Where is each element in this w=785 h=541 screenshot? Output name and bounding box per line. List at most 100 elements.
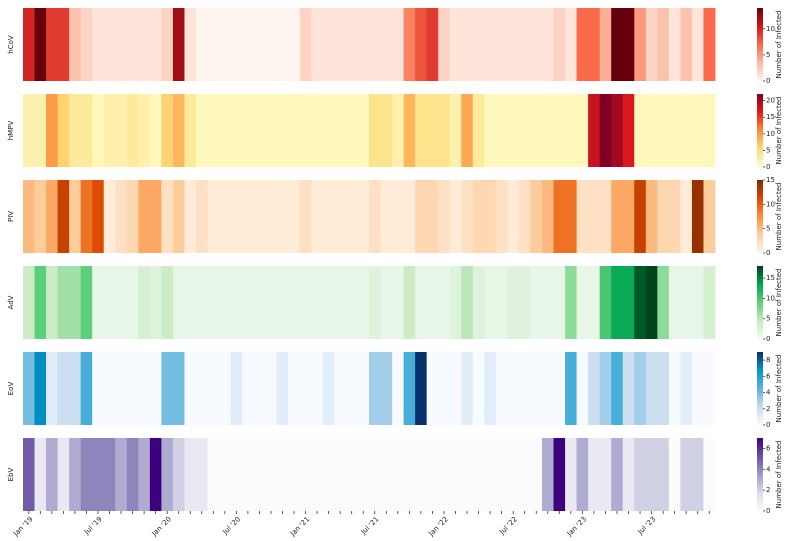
colorbar-tick-label: 15 (766, 274, 775, 282)
heatmap-cell (276, 266, 289, 339)
heatmap-cell (242, 94, 255, 167)
heatmap-cell (426, 94, 439, 167)
heatmap-cell (599, 8, 612, 81)
heatmap-cell (449, 352, 462, 425)
heatmap-cell (23, 94, 35, 167)
heatmap-cell (680, 94, 693, 167)
heatmap-cell (507, 8, 520, 81)
heatmap-cell (542, 8, 554, 81)
x-tick-label: Jul '23 (636, 515, 658, 537)
heatmap-cell (495, 438, 508, 511)
heatmap-cell (380, 8, 393, 81)
heatmap-cell (449, 94, 462, 167)
heatmap-cell (495, 352, 508, 425)
heatmap-cell (426, 180, 439, 253)
heatmap-cell (34, 94, 47, 167)
heatmap-cell (219, 180, 231, 253)
colorbar-tick-label: 0 (766, 249, 770, 257)
heatmap-cell (507, 266, 520, 339)
colorbar-tick-label: 6 (766, 444, 771, 452)
heatmap-cell (634, 352, 647, 425)
colorbar (757, 352, 763, 425)
heatmap-cell (530, 438, 543, 511)
heatmap-cell (69, 352, 82, 425)
heatmap-cell (184, 352, 197, 425)
colorbar-tick-label: 6 (766, 372, 771, 380)
heatmap-cell (380, 352, 393, 425)
heatmap-cell (138, 94, 151, 167)
heatmap-cell (461, 438, 474, 511)
heatmap-cell (311, 352, 324, 425)
heatmap-cell (495, 8, 508, 81)
heatmap-cell (668, 180, 681, 253)
heatmap-cell (680, 180, 693, 253)
heatmap-cell (484, 180, 497, 253)
heatmap-cell (92, 266, 105, 339)
x-tick-label: Jan '23 (565, 515, 588, 538)
heatmap-cell (565, 352, 577, 425)
heatmap-cell (219, 8, 231, 81)
heatmap-cell (553, 266, 566, 339)
heatmap-cell (611, 94, 624, 167)
heatmap-cell (634, 266, 647, 339)
x-tick-label: Jul '22 (497, 515, 519, 537)
heatmap-cell (299, 8, 312, 81)
heatmap-cell (588, 266, 601, 339)
heatmap-cell (357, 94, 370, 167)
heatmap-cell (103, 352, 116, 425)
heatmap-cell (115, 352, 128, 425)
heatmap-cell (461, 352, 474, 425)
heatmap-cell (23, 438, 35, 511)
heatmap-cell (207, 266, 220, 339)
heatmap-cell (345, 438, 358, 511)
heatmap-cell (172, 180, 185, 253)
heatmap-cell (230, 438, 243, 511)
heatmap-cell (322, 8, 335, 81)
colorbar-label: Number of Infected (775, 183, 783, 251)
heatmap-cell (599, 266, 612, 339)
heatmap-cell (196, 8, 208, 81)
heatmap-cell (138, 180, 151, 253)
heatmap-cell (334, 8, 347, 81)
heatmap-cell (588, 438, 601, 511)
heatmap-cell (149, 8, 162, 81)
heatmap-cell (265, 438, 278, 511)
colorbar-tick-label: 5 (766, 315, 770, 323)
heatmap-cell (403, 438, 416, 511)
heatmap-cell (542, 438, 554, 511)
heatmap-cell (23, 180, 35, 253)
heatmap-cell (588, 94, 601, 167)
colorbar-tick-label: 8 (766, 356, 770, 364)
heatmap-cell (334, 94, 347, 167)
colorbar-tick-label: 10 (766, 200, 775, 208)
heatmap-cell (69, 438, 82, 511)
colorbar-tick-label: 2 (766, 405, 770, 413)
heatmap-cell (369, 352, 381, 425)
heatmap-cell (703, 8, 716, 81)
heatmap-cell (345, 266, 358, 339)
heatmap-cell (495, 180, 508, 253)
heatmap-cell (576, 266, 589, 339)
colorbar-tick-label: 5 (766, 146, 770, 154)
colorbar-tick-label: 5 (766, 51, 770, 59)
heatmap-cell (542, 266, 554, 339)
heatmap-cell (703, 180, 716, 253)
heatmap-cell (115, 180, 128, 253)
heatmap-cell (542, 94, 554, 167)
x-tick-label: Jan '22 (427, 515, 450, 538)
heatmap-cell (449, 8, 462, 81)
heatmap-cell (680, 438, 693, 511)
heatmap-cell (253, 8, 266, 81)
heatmap-cell (507, 352, 520, 425)
heatmap-cell (322, 180, 335, 253)
colorbar-tick-label: 10 (766, 25, 775, 33)
colorbar-label: Number of Infected (775, 97, 783, 165)
heatmap-cell (691, 266, 704, 339)
heatmap-cell (46, 94, 58, 167)
heatmap-cell (369, 8, 381, 81)
heatmap-cell (80, 266, 93, 339)
heatmap-cell (599, 180, 612, 253)
heatmap-cell (230, 180, 243, 253)
heatmap-cell (184, 94, 197, 167)
heatmap-cell (553, 438, 566, 511)
